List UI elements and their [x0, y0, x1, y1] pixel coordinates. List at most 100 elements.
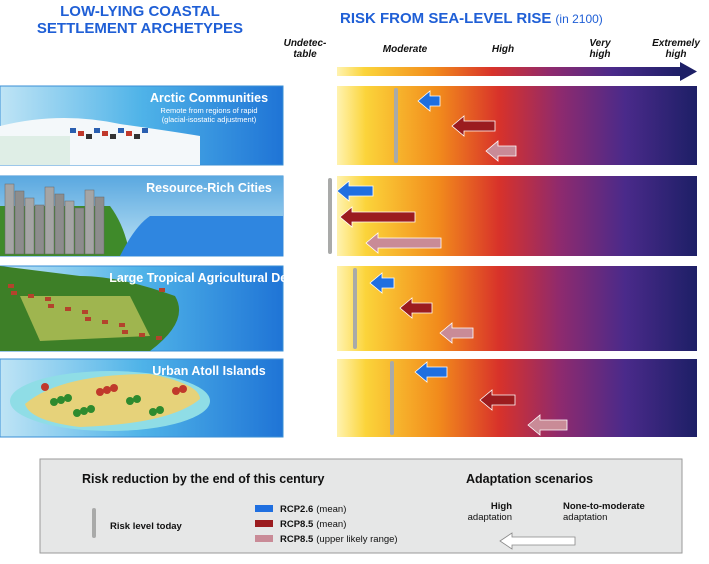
legend-label: RCP2.6 (mean): [280, 504, 346, 515]
risk-arrow: [527, 414, 568, 436]
risk-arrow: [336, 180, 374, 202]
scale-label: High: [492, 44, 514, 55]
house: [122, 330, 128, 334]
risk-arrow: [439, 322, 474, 344]
legend-label: RCP8.5 (upper likely range): [280, 534, 398, 545]
house: [28, 294, 34, 298]
house: [110, 134, 116, 139]
palm: [179, 385, 187, 393]
scale-line: Moderate: [383, 44, 428, 55]
house: [48, 304, 54, 308]
right-title: RISK FROM SEA-LEVEL RISE (in 2100): [340, 10, 603, 27]
house: [11, 291, 17, 295]
legend-swatch: [255, 535, 273, 542]
scale-line: High: [492, 44, 514, 55]
house: [118, 128, 124, 133]
adaptation-title: Adaptation scenarios: [466, 472, 593, 486]
adaptation-arrow: [499, 532, 576, 550]
palm: [126, 397, 134, 405]
palm: [156, 406, 164, 414]
palm: [133, 395, 141, 403]
risk-today: [353, 268, 357, 349]
scene-shore: [0, 136, 70, 165]
house: [94, 128, 100, 133]
legend-label: RCP8.5 (mean): [280, 519, 346, 530]
risk-arrow: [417, 90, 441, 112]
scale-label: Undetec-table: [284, 38, 327, 60]
scale-label: Very high: [589, 38, 611, 60]
title: RISK FROM SEA-LEVEL RISE: [340, 10, 551, 27]
label: High: [491, 501, 512, 512]
risk-arrow: [414, 361, 448, 383]
scale-line: Extremely: [652, 38, 700, 49]
risk-arrow: [451, 115, 496, 137]
risk-today-label: Risk level today: [110, 521, 183, 532]
scale-line: Very: [589, 38, 611, 49]
label: adaptation: [468, 512, 512, 523]
palm: [149, 408, 157, 416]
scene-sea-near: [120, 216, 283, 256]
row-title: Resource-Rich Cities: [146, 181, 272, 195]
none-adaptation: None-to-moderate adaptation: [563, 501, 645, 523]
risk-bar: [337, 86, 697, 165]
palm: [96, 388, 104, 396]
house: [134, 134, 140, 139]
risk-arrow: [339, 206, 416, 228]
risk-today-swatch: [92, 508, 96, 538]
scale-bar: [337, 67, 682, 76]
title-line: LOW-LYING COASTAL: [60, 3, 220, 20]
row-title: Large Tropical Agricultural Deltas: [109, 271, 309, 285]
palm: [110, 384, 118, 392]
house: [85, 317, 91, 321]
legend-note: (mean): [316, 504, 346, 515]
scale-line: table: [293, 49, 317, 60]
palm: [103, 386, 111, 394]
house: [139, 333, 145, 337]
risk-arrow: [479, 389, 516, 411]
house: [82, 310, 88, 314]
house: [126, 131, 132, 136]
building: [74, 207, 85, 255]
legend-name: RCP2.6: [280, 504, 313, 515]
legend-swatch: [255, 520, 273, 527]
risk-arrow: [369, 272, 395, 294]
house: [45, 297, 51, 301]
title-line: SETTLEMENT ARCHETYPES: [37, 20, 243, 37]
building: [24, 197, 35, 255]
risk-today: [390, 361, 394, 435]
building: [64, 200, 75, 255]
palm: [87, 405, 95, 413]
house: [119, 323, 125, 327]
building: [84, 189, 95, 255]
legend-name: RCP8.5: [280, 519, 314, 530]
legend-name: RCP8.5: [280, 534, 314, 545]
building: [54, 193, 65, 255]
legend-swatch: [255, 505, 273, 512]
row-title: Arctic Communities: [150, 91, 268, 105]
house: [86, 134, 92, 139]
palm: [172, 387, 180, 395]
scale-line: Undetec-: [284, 38, 327, 49]
house: [65, 307, 71, 311]
left-title: LOW-LYING COASTAL SETTLEMENT ARCHETYPES: [37, 3, 243, 37]
risk-arrow: [485, 140, 517, 162]
house: [78, 131, 84, 136]
row-title: Urban Atoll Islands: [152, 364, 265, 378]
risk-bar: [337, 359, 697, 437]
building: [94, 196, 105, 255]
risk-today: [394, 88, 398, 163]
palm: [41, 383, 49, 391]
row-subtitle: Remote from regions of rapid: [160, 106, 257, 115]
risk-arrow: [365, 232, 442, 254]
building: [34, 204, 45, 255]
scale-label: Extremely high: [652, 38, 700, 60]
scale-label: Moderate: [383, 44, 428, 55]
house: [8, 284, 14, 288]
palm: [57, 396, 65, 404]
scale-arrowhead: [680, 62, 697, 81]
house: [142, 128, 148, 133]
legend-note: (upper likely range): [316, 534, 397, 545]
house: [102, 131, 108, 136]
risk-today: [328, 178, 332, 254]
